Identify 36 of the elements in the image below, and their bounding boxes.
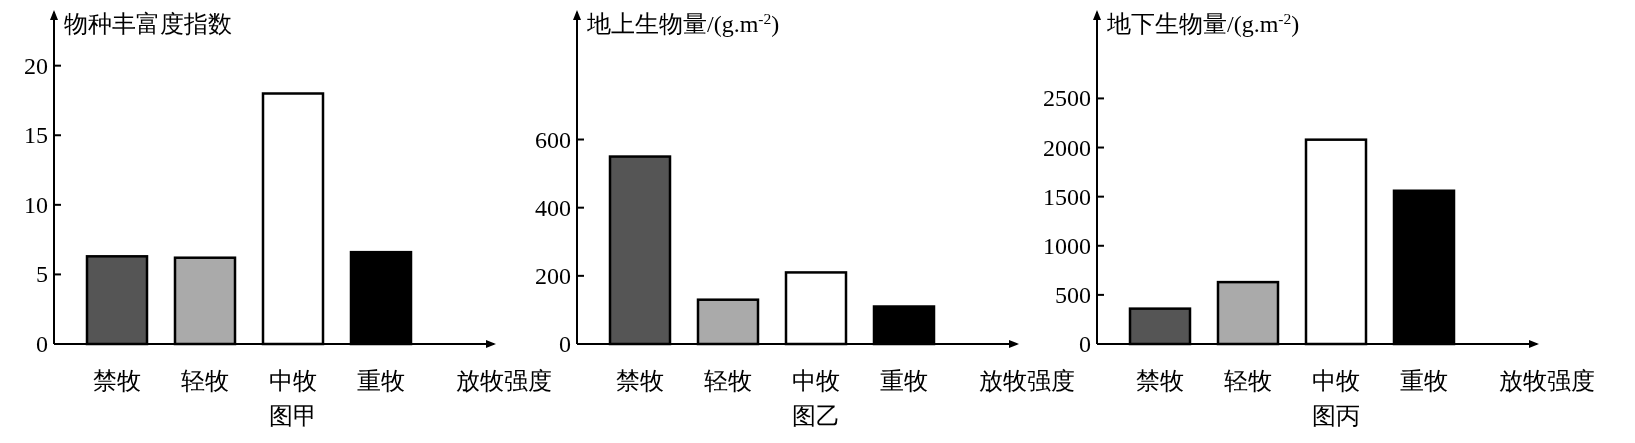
x-tick-label: 中牧 [269,368,317,394]
y-tick-label: 5 [36,261,48,288]
y-tick-label: 20 [24,52,48,79]
x-tick-label: 禁牧 [93,368,141,394]
y-tick-label: 1500 [1043,183,1091,210]
y-axis-title: 地上生物量/(g.m$^{-2}$) [586,9,780,37]
x-axis-title: 放牧强度 [1499,368,1595,394]
y-tick-label: 10 [24,191,48,218]
y-tick-label: 600 [535,126,571,153]
x-tick-label: 轻牧 [704,368,752,394]
x-tick-label: 重牧 [357,368,405,394]
y-tick-label: 200 [535,262,571,289]
text: 图甲 [269,403,317,429]
x-tick-label: 中牧 [1312,368,1360,394]
x-tick-label: 禁牧 [616,368,664,394]
x-tick-label: 重牧 [1400,368,1448,394]
y-tick-label: 500 [1055,281,1091,308]
y-tick-label: 0 [1079,331,1091,357]
y-axis-title: 地下生物量/(g.m$^{-2}$) [1106,9,1300,37]
y-axis-title: 物种丰富度指数 [64,11,232,37]
x-tick-label: 轻牧 [181,368,229,394]
y-tick-label: 400 [535,194,571,221]
x-axis-title: 放牧强度 [979,368,1075,394]
text: 图丙 [1312,403,1360,429]
y-tick-label: 15 [24,122,48,149]
y-tick-label: 2000 [1043,134,1091,161]
y-tick-label: 0 [559,331,571,357]
y-tick-label: 2500 [1043,85,1091,112]
x-axis-title: 放牧强度 [456,368,552,394]
x-tick-label: 中牧 [792,368,840,394]
x-tick-label: 轻牧 [1224,368,1272,394]
x-tick-label: 禁牧 [1136,368,1184,394]
y-tick-label: 0 [36,331,48,357]
y-tick-label: 1000 [1043,232,1091,259]
x-tick-label: 重牧 [880,368,928,394]
text: 图乙 [792,403,840,429]
